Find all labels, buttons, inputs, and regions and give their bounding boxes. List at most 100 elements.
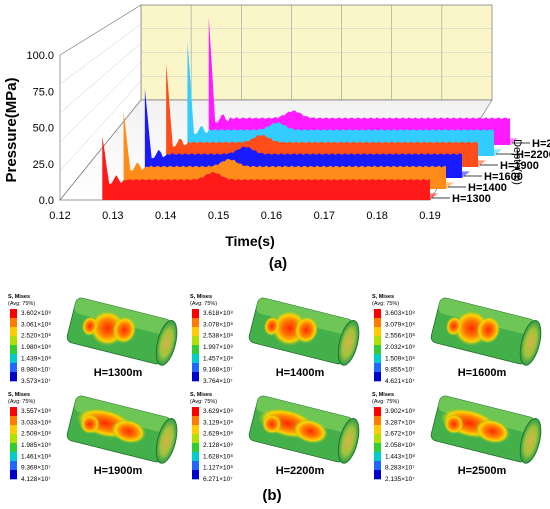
stress-spot <box>81 316 99 337</box>
cylinder-endcap <box>519 320 542 366</box>
x-tick-label: 0.19 <box>419 210 440 222</box>
x-tick-label: 0.13 <box>102 210 123 222</box>
cylinder-highlight <box>74 396 171 433</box>
zlabel: Depth(m) <box>511 139 523 185</box>
cylinder-endcap <box>155 418 178 464</box>
cylinder <box>66 395 178 464</box>
legend-swatch <box>192 372 199 382</box>
legend-tick: 3.079×10⁸ <box>385 321 415 328</box>
panel-title: H=1900m <box>94 465 143 477</box>
cylinder <box>248 395 360 464</box>
contour-panel: S, Mises(Avg: 75%) 3.629×10⁸ 3.129×10⁸ 2.62… <box>190 392 360 483</box>
legend-swatch <box>192 336 199 346</box>
legend-tick: 1.509×10⁸ <box>385 355 415 362</box>
legend-tick: 2.128×10⁸ <box>203 442 233 449</box>
legend-swatch <box>10 470 17 480</box>
legend-tick: 2.032×10⁸ <box>385 344 415 351</box>
cylinder-endcap <box>155 320 178 366</box>
cylinder-endcap <box>519 418 542 464</box>
legend-head: S, Mises <box>8 392 30 398</box>
legend-avg: (Avg: 75%) <box>8 399 35 405</box>
legend-swatch <box>374 452 381 462</box>
stress-spot <box>476 316 501 344</box>
legend-tick: 3.061×10⁸ <box>21 321 51 328</box>
legend-swatch <box>374 327 381 337</box>
legend-swatch <box>10 407 17 417</box>
cylinder <box>66 297 178 366</box>
ribbon-H=1300 <box>102 136 431 200</box>
legend-swatch <box>374 434 381 444</box>
legend-tick: 4.128×10⁷ <box>21 476 51 483</box>
legend-tick: 3.618×10⁸ <box>203 310 233 317</box>
legend-swatch <box>374 461 381 471</box>
legend-tick: 8.283×10⁷ <box>385 465 415 472</box>
legend-tick: 1.439×10⁸ <box>21 355 51 362</box>
x-tick-label: 0.16 <box>261 210 282 222</box>
legend-tick: 3.573×10⁷ <box>21 378 51 385</box>
legend-swatch <box>192 318 199 328</box>
legend-tick: 9.855×10⁷ <box>385 367 415 374</box>
panel-title: H=1400m <box>276 367 325 379</box>
legend-swatch <box>374 425 381 435</box>
legend-swatch <box>192 470 199 480</box>
y-tick-label: 75.0 <box>33 86 54 98</box>
ylabel: Pressure(MPa) <box>3 77 20 182</box>
series-label: H=1400 <box>468 182 507 194</box>
legend-avg: (Avg: 75%) <box>372 399 399 405</box>
legend-tick: 1.127×10⁸ <box>203 465 233 472</box>
panel-title: H=1300m <box>94 367 143 379</box>
legend-swatch <box>374 309 381 319</box>
legend-avg: (Avg: 75%) <box>8 301 35 307</box>
legend-tick: 2.509×10⁸ <box>21 431 51 438</box>
panel-title: H=2200m <box>276 465 325 477</box>
grid-line <box>59 23 142 85</box>
legend-tick: 1.443×10⁸ <box>385 453 415 460</box>
legend-head: S, Mises <box>8 294 30 300</box>
legend-tick: 2.538×10⁸ <box>203 333 233 340</box>
legend-swatch <box>10 363 17 373</box>
sublabel-b: (b) <box>262 487 281 504</box>
legend-swatch <box>374 470 381 480</box>
contour-panel: S, Mises(Avg: 75%) 3.618×10⁸ 3.078×10⁸ 2.53… <box>190 294 360 385</box>
ribbons <box>102 17 518 200</box>
legend-swatch <box>374 318 381 328</box>
ribbon-H=1600 <box>144 89 462 178</box>
legend-tick: 2.135×10⁷ <box>385 476 415 483</box>
ribbon-slab <box>102 193 439 200</box>
stress-spot <box>110 418 147 444</box>
grid-line <box>59 42 142 114</box>
y-tick-label: 50.0 <box>33 123 54 135</box>
contour-panel: S, Mises(Avg: 75%) 3.602×10⁸ 3.061×10⁸ 2.52… <box>8 294 178 385</box>
cylinder <box>248 297 360 366</box>
back-grid <box>59 5 493 172</box>
legend-tick: 2.058×10⁸ <box>385 442 415 449</box>
legend-tick: 3.902×10⁸ <box>385 408 415 415</box>
legend-tick: 3.629×10⁸ <box>203 408 233 415</box>
legend-swatch <box>10 416 17 426</box>
legend-head: S, Mises <box>372 294 394 300</box>
legend-swatch <box>192 407 199 417</box>
stress-spot <box>292 418 329 444</box>
legend-tick: 1.457×10⁸ <box>203 355 233 362</box>
legend-swatch <box>10 327 17 337</box>
cylinder-highlight <box>438 396 535 433</box>
legend-swatch <box>192 309 199 319</box>
legend-tick: 2.520×10⁸ <box>21 333 51 340</box>
x-tick-label: 0.17 <box>314 210 335 222</box>
panel-title: H=1600m <box>458 367 507 379</box>
legend-swatch <box>374 443 381 453</box>
legend-tick: 1.985×10⁸ <box>21 442 51 449</box>
legend-tick: 1.997×10⁸ <box>203 344 233 351</box>
legend-swatch <box>374 416 381 426</box>
legend-swatch <box>192 425 199 435</box>
stress-spot <box>294 316 319 344</box>
grid-line <box>59 61 142 143</box>
legend-tick: 6.271×10⁷ <box>203 476 233 483</box>
legend-tick: 3.603×10⁸ <box>385 310 415 317</box>
stress-spot <box>263 316 281 337</box>
legend-swatch <box>10 318 17 328</box>
legend-tick: 1.980×10⁸ <box>21 344 51 351</box>
grid-line <box>59 80 142 172</box>
